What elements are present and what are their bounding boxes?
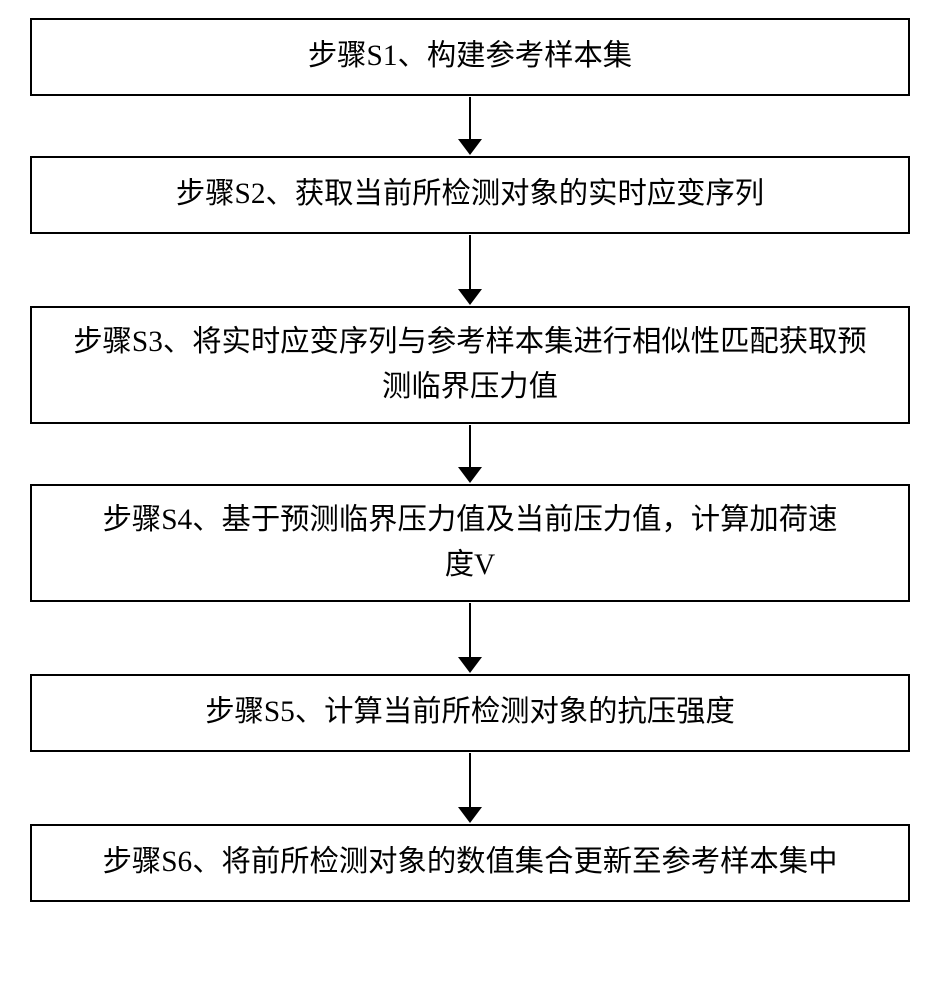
flow-arrow [455,424,485,484]
flow-node-label: 步骤S1、构建参考样本集 [308,34,632,79]
flow-node-s1: 步骤S1、构建参考样本集 [30,18,910,96]
flow-node-label: 步骤S5、计算当前所检测对象的抗压强度 [205,690,735,735]
flow-node-label: 步骤S6、将前所检测对象的数值集合更新至参考样本集中 [103,840,838,885]
flow-node-s2: 步骤S2、获取当前所检测对象的实时应变序列 [30,156,910,234]
flow-node-s3: 步骤S3、将实时应变序列与参考样本集进行相似性匹配获取预 测临界压力值 [30,306,910,424]
flowchart-container: 步骤S1、构建参考样本集步骤S2、获取当前所检测对象的实时应变序列步骤S3、将实… [30,18,910,902]
flow-node-s5: 步骤S5、计算当前所检测对象的抗压强度 [30,674,910,752]
flow-arrow [455,752,485,824]
flow-node-label: 步骤S2、获取当前所检测对象的实时应变序列 [176,172,764,217]
flow-arrow [455,96,485,156]
flow-node-s6: 步骤S6、将前所检测对象的数值集合更新至参考样本集中 [30,824,910,902]
flow-node-label: 步骤S3、将实时应变序列与参考样本集进行相似性匹配获取预 测临界压力值 [73,320,867,411]
flow-arrow [455,602,485,674]
flow-node-label: 步骤S4、基于预测临界压力值及当前压力值，计算加荷速 度V [103,498,838,589]
flow-arrow [455,234,485,306]
flow-node-s4: 步骤S4、基于预测临界压力值及当前压力值，计算加荷速 度V [30,484,910,602]
